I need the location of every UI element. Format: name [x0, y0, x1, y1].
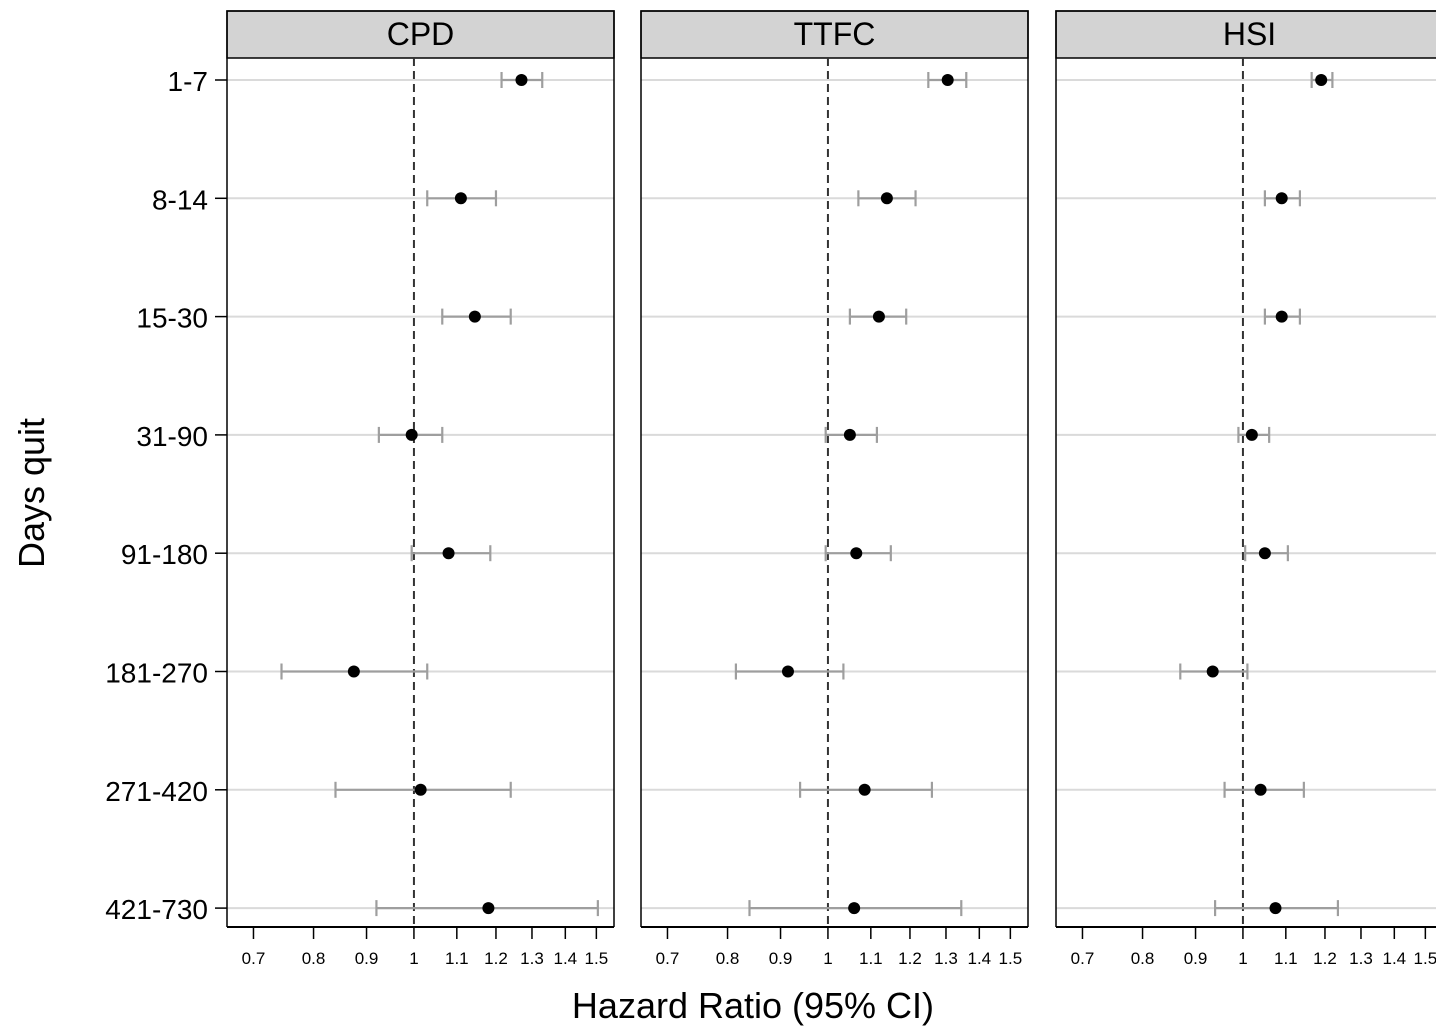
x-tick-label: 0.9: [769, 949, 793, 968]
x-tick-label: 1.2: [484, 949, 508, 968]
x-tick-label: 0.8: [1131, 949, 1155, 968]
estimate-point: [515, 74, 528, 86]
estimate-point: [1275, 192, 1288, 205]
y-tick-label: 1-7: [168, 66, 208, 97]
x-tick-label: 1.1: [859, 949, 883, 968]
estimate-point: [405, 428, 418, 441]
x-tick-label: 0.8: [302, 949, 326, 968]
x-tick-label: 0.7: [1071, 949, 1095, 968]
estimate-point: [468, 310, 481, 323]
x-tick-label: 1.3: [1349, 949, 1373, 968]
estimate-point: [414, 783, 427, 796]
y-tick-labels: 1-7 8-14 15-30 31-90 91-180 181-270 271-420 421…: [105, 66, 227, 925]
estimate-point: [1254, 783, 1267, 796]
estimate-point: [1206, 665, 1219, 678]
estimate-point: [1275, 310, 1288, 323]
y-tick-label: 271-420: [105, 776, 208, 807]
x-tick-label: 0.8: [716, 949, 740, 968]
estimate-point: [848, 902, 861, 915]
estimate-point: [347, 665, 360, 678]
panel-frame: [1055, 10, 1436, 927]
estimate-point: [858, 783, 871, 796]
x-tick-label: 1.5: [1414, 949, 1436, 968]
panel-frame: [640, 10, 1029, 927]
x-tick-label: 1.5: [999, 949, 1023, 968]
panel-title: TTFC: [794, 16, 876, 52]
x-tick-label: 1: [1238, 949, 1247, 968]
estimate-point: [454, 192, 467, 205]
y-tick-label: 8-14: [152, 184, 208, 215]
panel-hsi: HSI 0.7 0.8 0.9 1 1.1 1.2 1.3 1.4 1.5: [1055, 10, 1436, 968]
x-tick-label: 1.2: [898, 949, 922, 968]
estimate-point: [850, 547, 863, 560]
panel-ttfc: TTFC 0.7 0.8 0.9 1 1.1 1.2 1.3 1.4 1.5: [640, 10, 1029, 968]
x-tick-label: 0.7: [656, 949, 680, 968]
x-tick-label: 1.1: [445, 949, 469, 968]
estimate-point: [1258, 547, 1271, 560]
panels-group: CPD 0.7 0.8 0.9 1 1.1 1.2 1.3 1.4 1.5 TTFC 0.7 0.8 0.…: [226, 10, 1436, 968]
x-tick-label: 0.9: [355, 949, 379, 968]
panel-strip: [226, 10, 615, 59]
estimate-point: [781, 665, 794, 678]
x-tick-label: 1.5: [585, 949, 609, 968]
estimate-point: [843, 428, 856, 441]
estimate-point: [482, 902, 495, 915]
estimate-point: [941, 74, 954, 86]
x-tick-label: 1.4: [553, 949, 577, 968]
y-axis-title: Days quit: [11, 418, 52, 568]
y-tick-label: 181-270: [105, 658, 208, 689]
panel-title: HSI: [1223, 16, 1276, 52]
x-tick-label: 1.2: [1313, 949, 1337, 968]
estimate-point: [1245, 428, 1258, 441]
panel-title: CPD: [387, 16, 455, 52]
x-axis-title: Hazard Ratio (95% CI): [572, 985, 934, 1026]
x-tick-label: 0.9: [1184, 949, 1208, 968]
y-tick-label: 31-90: [136, 421, 208, 452]
x-tick-label: 1.4: [967, 949, 991, 968]
x-tick-label: 1.3: [934, 949, 958, 968]
estimate-point: [880, 192, 893, 205]
panel-strip: [640, 10, 1029, 59]
panel-frame: [226, 10, 615, 927]
x-tick-label: 1.3: [520, 949, 544, 968]
estimate-point: [872, 310, 885, 323]
x-tick-label: 1: [823, 949, 832, 968]
estimate-point: [1315, 74, 1328, 86]
estimate-point: [442, 547, 455, 560]
panel-cpd: CPD 0.7 0.8 0.9 1 1.1 1.2 1.3 1.4 1.5: [226, 10, 615, 968]
x-tick-label: 1: [409, 949, 418, 968]
x-tick-label: 1.1: [1274, 949, 1298, 968]
x-tick-label: 1.4: [1382, 949, 1406, 968]
y-tick-label: 15-30: [136, 303, 208, 334]
y-tick-label: 421-730: [105, 894, 208, 925]
panel-strip: [1055, 10, 1436, 59]
x-tick-label: 0.7: [242, 949, 266, 968]
estimate-point: [1269, 902, 1282, 915]
y-tick-label: 91-180: [121, 539, 208, 570]
